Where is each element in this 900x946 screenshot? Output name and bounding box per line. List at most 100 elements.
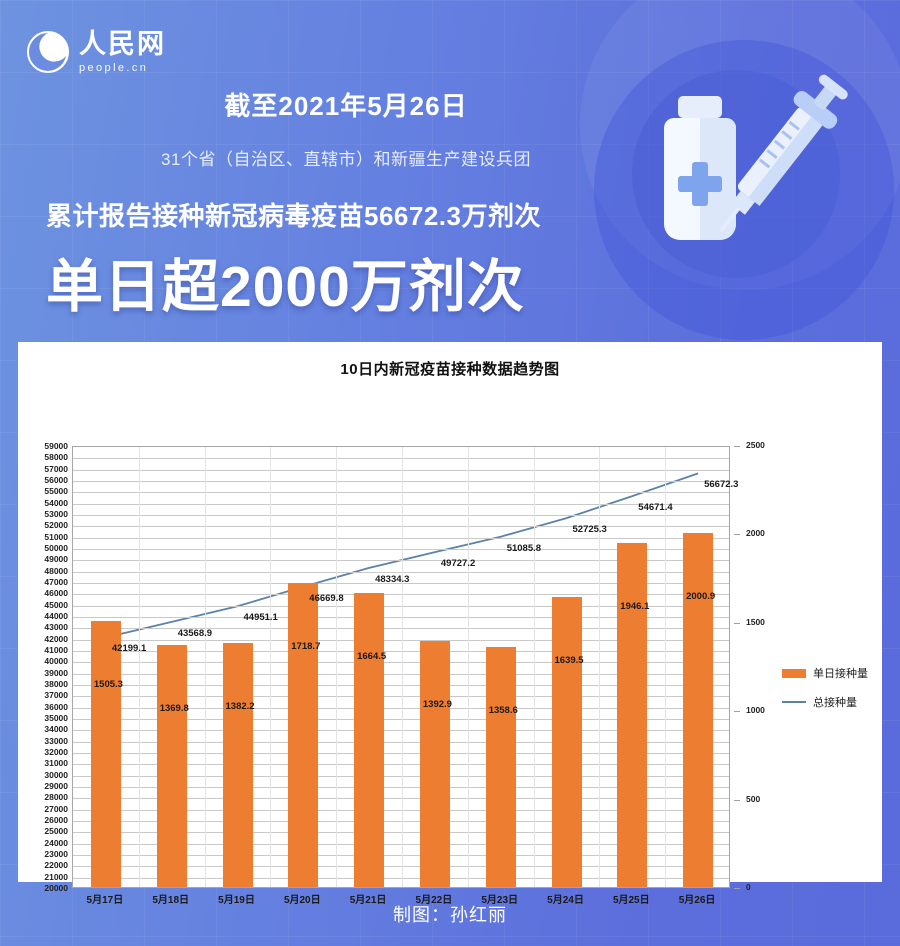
y-axis-right-tick-label: 1000 <box>746 705 765 716</box>
bar <box>156 644 187 887</box>
x-axis-category-labels: 5月17日 5月18日 5月19日 5月20日 5月21日 5月22日 5月23日 5月24日… <box>72 891 730 913</box>
bar-value-label: 1369.8 <box>159 702 189 714</box>
y-axis-left-tick-label: 42000 <box>44 633 68 644</box>
y-axis-left-tick-label: 49000 <box>44 554 68 565</box>
gridline <box>73 809 729 811</box>
logo-english-text: people.cn <box>79 61 149 74</box>
x-axis-tick-label: 5月24日 <box>547 895 584 906</box>
gridline <box>73 832 729 834</box>
line-value-label: 48334.3 <box>375 573 410 585</box>
category-separator <box>599 447 601 887</box>
bar <box>90 620 121 887</box>
gridline <box>73 458 729 460</box>
chart-card: 10日内新冠疫苗接种数据趋势图 20000 21000 22000 23000 2400… <box>18 342 882 906</box>
gridline <box>73 719 729 720</box>
x-axis-tick-label: 5月22日 <box>415 895 453 906</box>
line-value-label: 49727.2 <box>440 558 476 570</box>
gridline <box>73 798 729 800</box>
gridline <box>73 775 729 777</box>
y-axis-right-tick-mark <box>734 888 740 889</box>
gridline <box>73 526 729 528</box>
gridline <box>73 651 729 652</box>
y-axis-right-tick-label: 500 <box>746 793 761 804</box>
logo-chinese-text: 人民网 <box>79 28 166 59</box>
gridline <box>73 503 729 505</box>
gridline <box>73 685 729 686</box>
header-total-line: 累计报告接种新冠病毒疫苗56672.3万剂次 <box>46 201 541 231</box>
legend-label-daily: 单日接种量 <box>813 668 868 680</box>
chart-plot-area-wrapper: 20000 21000 22000 23000 24000 25000 26000 27000… <box>18 379 882 906</box>
gridline <box>73 696 729 698</box>
gridline <box>73 741 729 743</box>
category-separator <box>402 447 403 887</box>
gridline <box>73 617 729 618</box>
gridline <box>73 753 729 754</box>
bar <box>354 592 385 887</box>
y-axis-right-tick-mark <box>734 446 740 447</box>
y-axis-left-tick-label: 43000 <box>44 622 68 633</box>
y-axis-left-tick-label: 23000 <box>44 849 68 859</box>
category-separator <box>204 447 206 887</box>
y-axis-left-tick-label: 46000 <box>44 588 68 599</box>
line-value-label: 42199.1 <box>111 643 147 655</box>
y-axis-left-tick-label: 53000 <box>44 509 68 519</box>
y-axis-left-tick-label: 40000 <box>44 656 68 667</box>
gridline <box>73 594 729 596</box>
bar <box>683 533 714 887</box>
legend-bar-swatch-icon <box>782 668 806 678</box>
line-value-label: 54671.4 <box>638 502 673 514</box>
gridline <box>73 787 729 788</box>
line-value-label: 46669.8 <box>309 592 344 604</box>
category-separator <box>138 447 140 887</box>
bar-value-label: 2000.9 <box>686 591 716 603</box>
y-axis-left-ticks: 20000 21000 22000 23000 24000 25000 26000 27000… <box>18 442 72 892</box>
gridline <box>73 481 729 482</box>
bar <box>222 642 253 887</box>
bar-value-label: 1718.7 <box>291 641 321 653</box>
y-axis-left-tick-label: 26000 <box>44 815 68 825</box>
header-banner: 人民网 people.cn 截至2021年5月26日 31个省（自治区、直辖市）… <box>0 0 900 340</box>
gridline <box>73 707 729 709</box>
y-axis-right-tick-label: 0 <box>746 882 751 892</box>
y-axis-left-tick-label: 34000 <box>44 724 68 735</box>
line-value-label: 43568.9 <box>177 627 213 639</box>
y-axis-left-tick-label: 35000 <box>44 713 68 723</box>
y-axis-left-tick-label: 56000 <box>44 475 68 485</box>
gridline <box>73 515 729 516</box>
gridline <box>73 605 729 607</box>
people-cn-logo-icon <box>26 30 70 74</box>
y-axis-right-tick-label: 2500 <box>746 440 765 450</box>
bar <box>551 597 582 887</box>
y-axis-right-tick-mark <box>734 711 740 713</box>
y-axis-left-tick-label: 37000 <box>44 690 68 701</box>
x-axis-tick-label: 5月19日 <box>218 895 255 906</box>
y-axis-right-tick-mark <box>734 622 740 624</box>
gridline <box>73 662 729 664</box>
y-axis-left-tick-label: 48000 <box>44 565 68 576</box>
gridline <box>73 821 729 822</box>
plot-area: 1505.3 1369.8 1382.2 1718.7 1664.5 1392.9 1358… <box>72 446 738 888</box>
footer-bar: 制图：孙红丽 <box>0 882 900 946</box>
gridline <box>73 843 729 845</box>
gridline <box>73 855 729 856</box>
gridline <box>73 673 729 675</box>
y-axis-left-tick-label: 47000 <box>44 577 68 587</box>
y-axis-left-tick-label: 57000 <box>44 463 68 474</box>
y-axis-left-tick-label: 30000 <box>44 769 68 780</box>
header-date-line: 截至2021年5月26日 <box>224 91 468 121</box>
bar-value-label: 1382.2 <box>225 700 255 712</box>
y-axis-left-tick-label: 21000 <box>44 871 68 882</box>
y-axis-right-tick-mark <box>734 799 740 801</box>
category-separator <box>336 447 338 887</box>
category-separator <box>270 447 272 887</box>
site-logo[interactable]: 人民网 people.cn <box>26 30 166 74</box>
chart-title: 10日内新冠疫苗接种数据趋势图 <box>340 361 560 378</box>
gridline <box>73 560 729 562</box>
x-axis-tick-label: 5月21日 <box>349 895 387 906</box>
category-separator <box>467 447 469 887</box>
y-axis-left-tick-label: 52000 <box>44 520 68 531</box>
legend-item-daily: 单日接种量 <box>782 665 868 681</box>
y-axis-right-tick-label: 1500 <box>746 616 765 627</box>
y-axis-left-tick-label: 38000 <box>44 679 68 689</box>
bar-value-label: 1505.3 <box>93 678 123 690</box>
